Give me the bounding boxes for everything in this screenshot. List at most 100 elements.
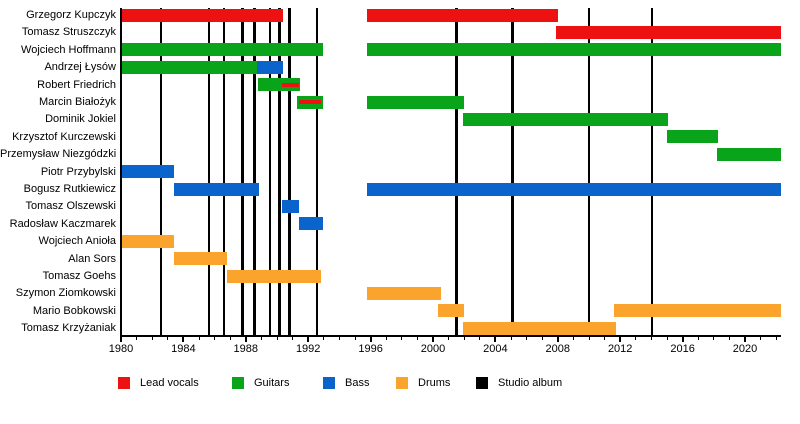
member-name-label: Alan Sors: [68, 252, 116, 265]
legend-label: Guitars: [254, 377, 290, 389]
role-bar-guitars: [121, 60, 257, 74]
axis-minor-tick: [416, 337, 418, 340]
axis-tick-label: 1988: [233, 343, 259, 355]
role-bar-guitars: [367, 95, 465, 109]
axis-minor-tick: [136, 337, 138, 340]
studio-album-line: [288, 8, 291, 335]
legend-item-drums: Drums: [396, 377, 506, 391]
legend-label: Bass: [345, 377, 370, 389]
axis-minor-tick: [728, 337, 730, 340]
axis-tick-label: 1996: [358, 343, 383, 355]
axis-minor-tick: [260, 337, 262, 340]
role-bar-drums: [367, 286, 441, 300]
axis-tick-label: 1980: [108, 343, 134, 355]
role-bar-guitars: [257, 78, 300, 92]
member-name-label: Mario Bobkowski: [32, 304, 116, 317]
axis-minor-tick: [401, 337, 403, 340]
axis-tick-label: 1992: [295, 343, 321, 355]
role-bar-lead_vocals: [556, 25, 781, 39]
studio-album-line: [268, 8, 272, 335]
axis-minor-tick: [198, 337, 200, 340]
member-name-label: Bogusz Rutkiewicz: [23, 183, 116, 195]
axis-tick-label: 2004: [483, 343, 508, 355]
axis-minor-tick: [604, 337, 606, 340]
member-name-label: Robert Friedrich: [37, 78, 116, 91]
role-bar-drums: [174, 252, 228, 266]
role-overlay-lead_vocals: [298, 100, 322, 104]
role-bar-guitars: [367, 43, 781, 57]
studio-album-line: [222, 8, 226, 335]
member-name-label: Krzysztof Kurczewski: [12, 130, 116, 143]
legend-swatch-bass: [323, 377, 335, 389]
axis-major-tick: [244, 337, 247, 342]
axis-minor-tick: [510, 337, 512, 340]
legend-label: Drums: [418, 377, 451, 389]
axis-minor-tick: [572, 337, 574, 340]
role-bar-drums: [613, 304, 781, 318]
studio-album-line: [315, 8, 319, 335]
axis-minor-tick: [479, 337, 481, 340]
studio-album-line: [587, 8, 591, 335]
studio-album-line: [253, 8, 256, 335]
member-name-label: Szymon Ziomkowski: [15, 287, 116, 300]
member-names-column: Grzegorz Kupczyk Tomasz Struszczyk Wojciec…: [0, 0, 120, 340]
legend-item-studio_album: Studio album: [476, 377, 586, 391]
role-bar-lead_vocals: [367, 8, 558, 22]
member-name-label: Tomasz Struszczyk: [21, 26, 116, 39]
axis-tick-label: 2020: [732, 343, 758, 355]
role-bar-bass: [281, 199, 299, 213]
member-name-label: Tomasz Goehs: [42, 270, 116, 282]
member-name-label: Marcin Białożyk: [38, 96, 116, 108]
role-bar-drums: [227, 269, 321, 283]
axis-minor-tick: [650, 337, 652, 340]
studio-album-line: [241, 8, 244, 335]
legend-item-lead_vocals: Lead vocals: [118, 377, 228, 391]
axis-minor-tick: [526, 337, 528, 340]
legend: Lead vocals Guitars Bass Drums Studio album: [0, 377, 800, 393]
axis-major-tick: [619, 337, 622, 342]
member-name-label: Radosław Kaczmarek: [9, 217, 116, 230]
axis-major-tick: [494, 337, 497, 342]
axis-minor-tick: [713, 337, 715, 340]
x-axis-line: [121, 335, 781, 337]
axis-minor-tick: [448, 337, 450, 340]
axis-minor-tick: [385, 337, 387, 340]
axis-tick-label: 2016: [670, 343, 695, 355]
role-bar-drums: [462, 321, 616, 335]
role-bar-lead_vocals: [121, 8, 284, 22]
axis-minor-tick: [323, 337, 325, 340]
member-name-label: Przemysław Niezgódzki: [0, 148, 117, 161]
role-bar-bass: [174, 182, 260, 196]
role-bar-bass: [256, 60, 284, 74]
axis-tick-label: 2008: [545, 343, 571, 355]
axis-major-tick: [556, 337, 559, 342]
member-name-label: Wojciech Hoffmann: [21, 43, 116, 56]
legend-label: Studio album: [498, 377, 563, 389]
role-bar-bass: [367, 182, 781, 196]
axis-minor-tick: [635, 337, 637, 340]
legend-label: Lead vocals: [140, 377, 199, 389]
member-name-label: Dominik Jokiel: [45, 113, 116, 126]
role-bar-guitars: [667, 130, 719, 144]
role-bar-bass: [298, 217, 323, 231]
role-bar-guitars: [716, 147, 781, 161]
role-bar-drums: [438, 304, 465, 318]
axis-minor-tick: [167, 337, 169, 340]
legend-item-guitars: Guitars: [232, 377, 342, 391]
axis-minor-tick: [354, 337, 356, 340]
studio-album-line: [278, 8, 281, 335]
role-overlay-lead_vocals: [281, 82, 299, 87]
legend-swatch-drums: [396, 377, 408, 389]
axis-major-tick: [120, 337, 122, 342]
legend-swatch-guitars: [232, 377, 244, 389]
member-name-label: Tomasz Krzyżaniak: [21, 322, 116, 335]
axis-tick-label: 2012: [607, 343, 633, 355]
axis-minor-tick: [276, 337, 278, 340]
axis-major-tick: [307, 337, 310, 342]
axis-minor-tick: [588, 337, 590, 340]
member-name-label: Piotr Przybylski: [40, 165, 116, 178]
axis-minor-tick: [697, 337, 699, 340]
axis-major-tick: [182, 337, 185, 342]
